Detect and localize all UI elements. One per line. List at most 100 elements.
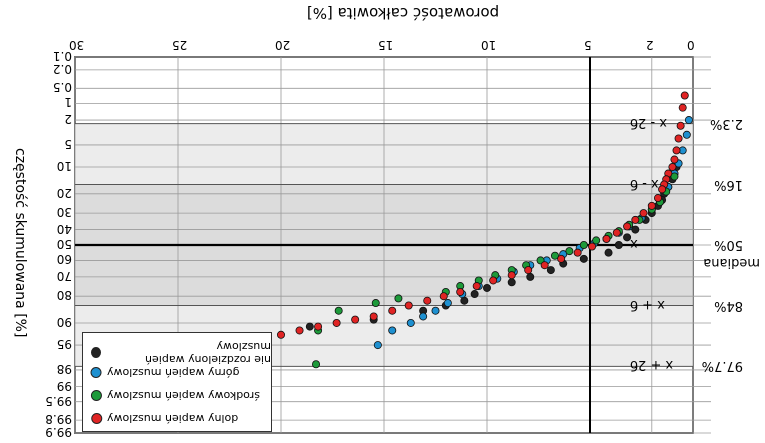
data-point-s1-11 [623,233,632,242]
x-tick-label-3: 5 [584,38,592,52]
band-percent-5: 97.7% [701,358,743,374]
y-tick-label-4: 1 [64,95,72,110]
data-point-s2-1 [684,116,693,125]
data-point-s1-13 [604,248,613,257]
data-point-s3-10 [579,240,588,249]
y-tick-label-8: 20 [56,185,72,200]
y-axis-title: częstość skumulowana [%] [12,148,28,338]
data-point-s4-3 [676,121,685,130]
data-point-s4-29 [423,296,432,305]
data-point-s4-11 [658,185,667,194]
band-label-5: x + 2б [630,357,674,373]
data-point-s4-28 [439,292,448,301]
y-tick-label-20: 99.8 [45,412,72,427]
x-tick-label-1: 0 [687,38,695,52]
data-point-s4-26 [472,282,481,291]
data-point-s4-7 [668,163,677,172]
data-point-s2-22 [443,299,452,308]
data-point-s1-21 [460,296,469,305]
data-point-s4-20 [573,248,582,257]
data-point-s2-2 [682,130,691,139]
band-percent-4: 84% [714,297,743,313]
legend-item-3: środkowy wapień muszlowy [91,388,260,404]
y-tick-label-18: 99 [56,378,72,393]
legend-label-3: środkowy wapień muszlowy [107,389,260,403]
data-point-s4-21 [557,254,566,263]
data-point-s3-9 [592,236,601,245]
x-tick-label-5: 15 [378,38,394,52]
data-point-s1-16 [546,266,555,275]
data-point-s1-19 [482,283,491,292]
data-point-s4-1 [680,91,689,100]
data-point-s4-5 [672,146,681,155]
data-point-s4-12 [653,194,662,203]
data-point-s4-17 [612,228,621,237]
y-tick-label-16: 95 [56,337,72,352]
y-tick-label-13: 70 [56,268,72,283]
data-point-s3-21 [371,299,380,308]
y-tick-label-2: 0.2 [52,61,72,76]
data-point-s4-32 [369,312,378,321]
legend-swatch-2 [91,367,102,379]
band-percent-1: 2.3% [709,115,743,131]
band-percent-2: 16% [714,176,743,192]
legend-item-1: nie rozdzielony wapień muszlowy [91,340,271,366]
data-point-s4-22 [540,261,549,270]
data-point-s4-4 [674,134,683,143]
data-point-s4-25 [489,276,498,285]
data-point-s2-24 [419,312,428,321]
data-point-s4-14 [639,209,648,218]
data-point-s4-15 [631,215,640,224]
band-label-1: x - 2б [630,114,667,130]
data-point-s1-25 [305,322,314,331]
y-tick-label-15: 90 [56,314,72,329]
legend-label-2: górny wapień muszlowy [107,366,240,380]
data-point-s3-12 [550,251,559,260]
data-point-s2-27 [373,341,382,350]
y-tick-label-3: 0.5 [52,80,72,95]
band-percent-3: 50% [714,237,743,252]
data-point-s3-11 [565,247,574,256]
x-tick-label-7: 25 [172,38,188,52]
data-point-s4-24 [507,271,516,280]
data-point-s4-36 [295,326,304,335]
x-axis-title: porowatość całkowita [%] [306,4,500,22]
legend-item-2: górny wapień muszlowy [91,365,240,381]
data-point-s4-23 [524,266,533,275]
data-point-s4-6 [670,155,679,164]
median-side-label: mediana [703,255,760,270]
data-point-s4-37 [276,330,285,339]
band-label-3: x [630,236,638,251]
y-tick-label-11: 50 [56,237,72,251]
data-point-s4-31 [388,306,397,315]
data-point-s1-10 [631,225,640,234]
y-tick-label-9: 30 [56,205,72,220]
data-point-s4-2 [678,103,687,112]
data-point-s3-20 [394,294,403,303]
data-point-s3-24 [312,360,321,369]
x-tick-label-6: 20 [275,38,291,52]
legend-swatch-3 [91,390,102,402]
data-point-s1-14 [579,254,588,263]
band-label-4: x + б [630,296,665,312]
y-tick-label-5: 2 [64,112,72,127]
band-label-2: x - б [630,175,659,191]
data-point-s4-13 [647,201,656,210]
data-point-s4-27 [456,287,465,296]
legend-label-4: dolny wapień muszlowy [107,412,239,426]
y-tick-label-19: 99.5 [45,393,72,408]
data-point-s1-12 [614,240,623,249]
data-point-s1-20 [470,290,479,299]
y-tick-label-14: 80 [56,288,72,303]
y-tick-label-7: 10 [56,159,72,174]
data-point-s4-30 [404,301,413,310]
y-tick-label-6: 5 [64,136,72,151]
data-point-s2-23 [431,306,440,315]
data-point-s2-26 [388,326,397,335]
data-point-s4-18 [602,234,611,243]
x-tick-label-4: 10 [481,38,497,52]
data-point-s1-17 [526,272,535,281]
legend-item-4: dolny wapień muszlowy [91,411,238,427]
chart-legend: nie rozdzielony wapień muszlowy górny wa… [82,332,272,432]
